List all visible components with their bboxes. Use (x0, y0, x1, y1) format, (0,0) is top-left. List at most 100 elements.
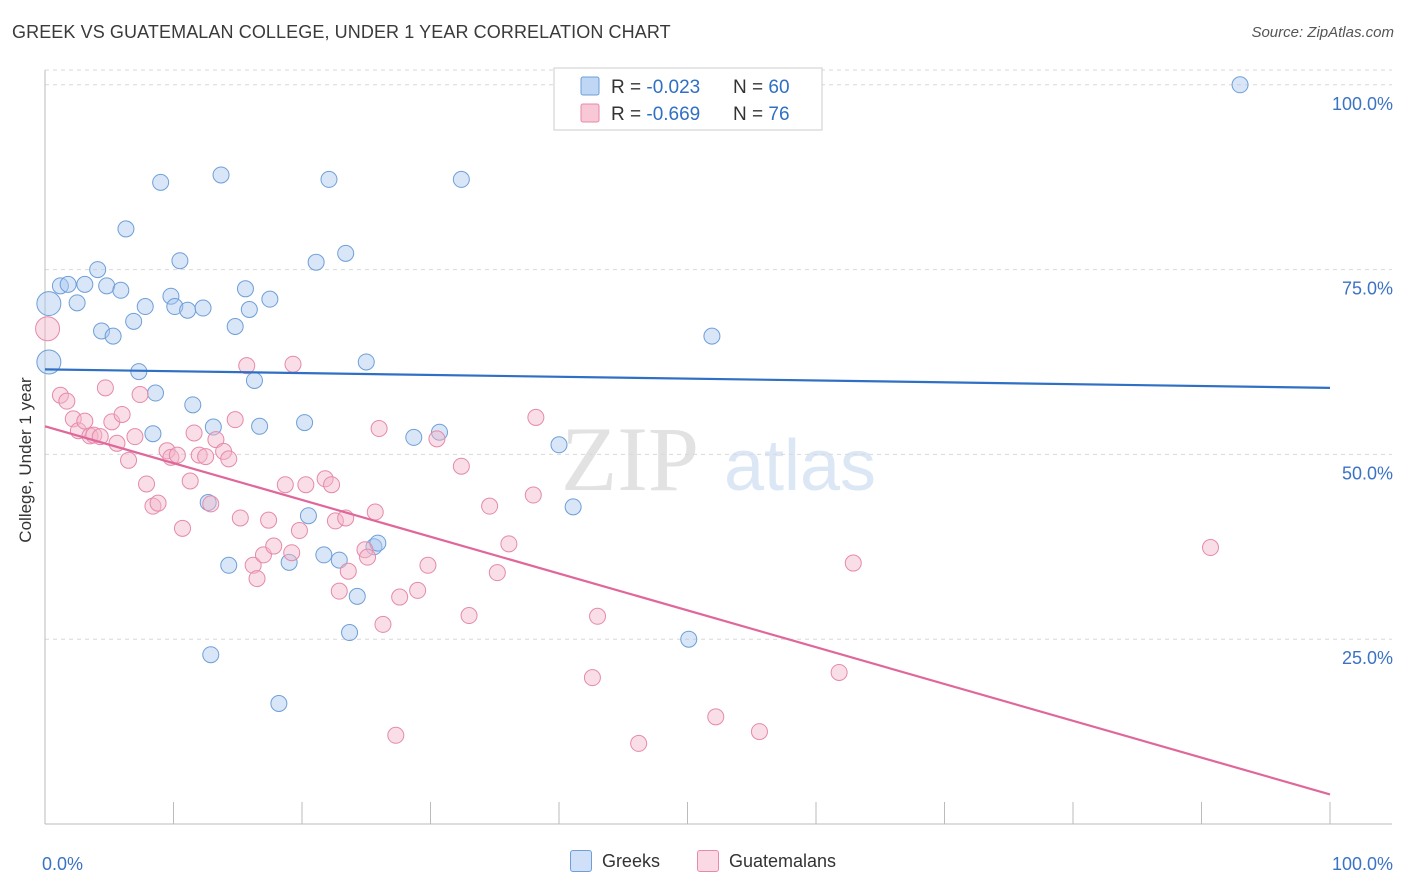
stats-swatch-1 (580, 103, 600, 123)
point-guatemalans-49 (339, 562, 357, 580)
point-greeks-37 (296, 414, 314, 432)
point-guatemalans-21 (168, 446, 186, 464)
point-guatemalans-65 (524, 486, 542, 504)
point-guatemalans-47 (330, 582, 348, 600)
point-greeks-39 (307, 253, 325, 271)
point-guatemalans-69 (630, 734, 648, 752)
point-guatemalans-16 (138, 475, 156, 493)
point-greeks-57 (1231, 76, 1249, 94)
point-guatemalans-63 (488, 564, 506, 582)
point-guatemalans-37 (260, 511, 278, 529)
point-greeks-9 (104, 327, 122, 345)
point-greeks-29 (226, 318, 244, 336)
point-greeks-33 (251, 417, 269, 435)
point-guatemalans-60 (452, 457, 470, 475)
point-greeks-17 (152, 173, 170, 191)
point-guatemalans-9 (96, 379, 114, 397)
legend-item-guatemalans[interactable]: Guatemalans (696, 850, 837, 872)
point-guatemalans-46 (326, 512, 344, 530)
stats-r-label-0: R = (611, 77, 646, 98)
point-guatemalans-13 (120, 451, 138, 469)
point-greeks-23 (194, 299, 212, 317)
point-greeks-19 (166, 298, 184, 316)
point-greeks-34 (261, 290, 279, 308)
point-guatemalans-61 (460, 607, 478, 625)
source-note: Source: ZipAtlas.com (1251, 24, 1394, 41)
y-tick-label-50: 50.0% (1342, 463, 1393, 483)
series-greeks (36, 76, 1249, 713)
trendline-greeks (44, 368, 1331, 389)
point-greeks-8 (98, 277, 116, 295)
legend-label-greeks: Greeks (601, 850, 660, 871)
point-guatemalans-15 (131, 386, 149, 404)
point-guatemalans-41 (284, 355, 302, 373)
stats-swatch-0 (580, 76, 600, 96)
point-greeks-1 (36, 349, 62, 375)
point-guatemalans-2 (58, 392, 76, 410)
point-greeks-31 (236, 280, 254, 298)
watermark-zip: ZIP (561, 408, 699, 510)
point-greeks-45 (348, 587, 366, 605)
point-guatemalans-34 (244, 556, 262, 574)
point-guatemalans-53 (370, 420, 388, 438)
stats-r-value-0: -0.023 (646, 77, 700, 98)
point-guatemalans-39 (276, 476, 294, 494)
stats-r-value-1: -0.669 (646, 104, 700, 125)
point-guatemalans-35 (248, 570, 266, 588)
point-greeks-21 (179, 301, 197, 319)
greeks-swatch (569, 850, 592, 872)
point-greeks-30 (240, 301, 258, 319)
point-guatemalans-22 (173, 519, 191, 537)
chart-title: GREEK VS GUATEMALAN COLLEGE, UNDER 1 YEA… (12, 22, 671, 42)
x-tick-label-min: 0.0% (42, 854, 83, 874)
point-greeks-50 (430, 423, 448, 441)
stats-n-row-1: N = 76 (733, 104, 790, 125)
point-greeks-41 (320, 170, 338, 188)
point-guatemalans-43 (297, 476, 315, 494)
point-guatemalans-44 (316, 470, 334, 488)
point-greeks-43 (337, 244, 355, 262)
point-greeks-27 (212, 166, 230, 184)
point-guatemalans-73 (844, 554, 862, 572)
point-greeks-22 (184, 396, 202, 414)
point-guatemalans-68 (589, 607, 607, 625)
point-greeks-44 (341, 624, 359, 642)
point-greeks-53 (564, 498, 582, 516)
point-guatemalans-71 (750, 723, 768, 741)
point-greeks-25 (202, 646, 220, 664)
stats-row-1: R = -0.669 (611, 104, 700, 125)
point-guatemalans-38 (265, 537, 283, 555)
legend-label-guatemalans: Guatemalans (728, 850, 837, 871)
point-guatemalans-59 (428, 430, 446, 448)
point-greeks-6 (89, 261, 107, 279)
point-guatemalans-30 (220, 450, 238, 468)
point-guatemalans-28 (207, 431, 225, 449)
stats-n-row-0: N = 60 (733, 77, 790, 98)
point-guatemalans-12 (113, 405, 131, 423)
point-guatemalans-17 (144, 497, 162, 515)
point-guatemalans-14 (126, 428, 144, 446)
point-guatemalans-62 (481, 497, 499, 515)
point-greeks-11 (117, 220, 135, 238)
point-greeks-52 (550, 436, 568, 454)
point-guatemalans-31 (226, 411, 244, 429)
point-greeks-35 (270, 695, 288, 713)
point-guatemalans-25 (190, 446, 208, 464)
trendline-guatemalans (44, 425, 1331, 796)
point-guatemalans-56 (391, 588, 409, 606)
point-greeks-3 (59, 275, 77, 293)
legend-item-greeks[interactable]: Greeks (569, 850, 660, 872)
stats-n-label-1: N = (733, 104, 768, 125)
point-greeks-54 (680, 630, 698, 648)
stats-r-label-1: R = (611, 104, 646, 125)
point-guatemalans-74 (1201, 539, 1219, 557)
stats-n-label-0: N = (733, 77, 768, 98)
point-greeks-51 (452, 170, 470, 188)
point-greeks-49 (405, 428, 423, 446)
point-greeks-36 (280, 553, 298, 571)
point-greeks-24 (199, 493, 217, 511)
watermark-atlas: atlas (724, 426, 876, 506)
point-guatemalans-33 (238, 357, 256, 375)
guatemalans-swatch (696, 850, 719, 872)
